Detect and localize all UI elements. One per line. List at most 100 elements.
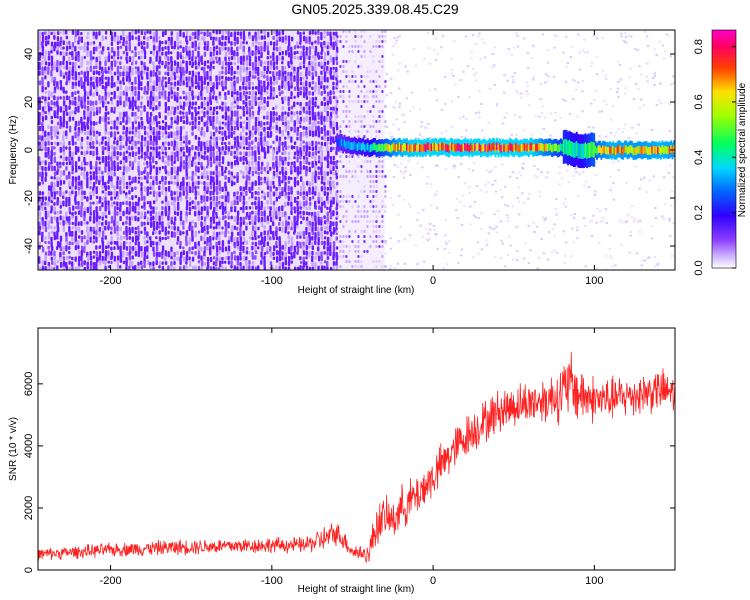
noise-cell	[212, 210, 215, 218]
noise-cell	[332, 155, 335, 161]
noise-cell	[326, 191, 329, 197]
noise-cell	[317, 61, 321, 67]
noise-cell	[357, 85, 360, 88]
noise-cell	[74, 245, 78, 251]
noise-cell	[621, 131, 624, 134]
noise-cell	[98, 141, 102, 147]
noise-cell	[44, 171, 48, 177]
noise-cell	[56, 265, 59, 270]
noise-cell	[332, 56, 335, 63]
noise-cell	[113, 60, 117, 67]
noise-cell	[375, 90, 378, 93]
noise-cell	[302, 191, 306, 196]
noise-cell	[384, 190, 387, 193]
noise-cell	[407, 160, 410, 163]
noise-cell	[80, 121, 84, 126]
noise-cell	[173, 166, 176, 172]
noise-cell	[558, 172, 561, 175]
noise-cell	[227, 106, 230, 112]
noise-cell	[538, 115, 541, 118]
noise-cell	[38, 80, 42, 86]
noise-cell	[50, 130, 53, 136]
noise-cell	[53, 141, 57, 145]
noise-cell	[378, 245, 381, 248]
noise-cell	[101, 50, 104, 55]
noise-cell	[116, 245, 120, 250]
noise-cell	[278, 126, 281, 132]
noise-cell	[170, 106, 174, 110]
noise-cell	[125, 155, 128, 163]
page-title: GN05.2025.339.08.45.C29	[291, 1, 459, 17]
noise-cell	[357, 240, 360, 243]
noise-cell	[260, 145, 264, 152]
noise-cell	[332, 61, 335, 66]
noise-cell	[375, 95, 378, 98]
noise-cell	[143, 46, 146, 52]
noise-cell	[71, 56, 74, 61]
noise-cell	[134, 30, 138, 35]
noise-cell	[185, 30, 189, 38]
noise-cell	[101, 80, 104, 85]
noise-cell	[272, 81, 276, 86]
noise-cell	[92, 265, 96, 270]
noise-cell	[194, 165, 198, 173]
noise-cell	[375, 70, 378, 73]
noise-cell	[50, 65, 54, 71]
noise-cell	[402, 176, 406, 179]
noise-cell	[414, 244, 418, 247]
noise-cell	[593, 98, 596, 101]
noise-cell	[642, 176, 646, 179]
noise-cell	[95, 190, 98, 195]
noise-cell	[77, 130, 80, 137]
noise-cell	[53, 261, 57, 267]
noise-cell	[170, 196, 174, 201]
noise-cell	[41, 31, 44, 37]
noise-cell	[412, 48, 416, 51]
noise-cell	[224, 30, 228, 34]
noise-cell	[375, 85, 378, 88]
noise-cell	[645, 191, 648, 194]
noise-cell	[398, 195, 401, 198]
noise-cell	[110, 196, 113, 201]
noise-cell	[176, 96, 179, 103]
noise-cell	[290, 251, 293, 256]
noise-cell	[339, 35, 342, 38]
noise-cell	[149, 100, 153, 106]
noise-cell	[302, 216, 305, 221]
noise-cell	[499, 257, 503, 260]
noise-cell	[260, 171, 263, 175]
noise-cell	[290, 260, 293, 264]
noise-cell	[302, 165, 306, 170]
noise-cell	[239, 230, 242, 238]
noise-cell	[404, 170, 407, 173]
noise-cell	[152, 210, 155, 214]
signal-cell	[395, 144, 398, 152]
noise-cell	[188, 260, 192, 268]
noise-cell	[107, 255, 110, 260]
noise-cell	[670, 83, 673, 86]
noise-cell	[98, 161, 102, 165]
noise-cell	[360, 30, 363, 33]
noise-cell	[224, 106, 228, 112]
noise-cell	[113, 110, 116, 114]
noise-cell	[101, 170, 104, 175]
noise-cell	[206, 190, 209, 195]
noise-cell	[50, 256, 54, 261]
noise-cell	[236, 110, 239, 117]
noise-cell	[317, 111, 320, 117]
noise-cell	[326, 105, 329, 110]
noise-cell	[47, 200, 50, 207]
noise-cell	[212, 40, 215, 46]
noise-cell	[583, 224, 587, 227]
noise-cell	[519, 174, 523, 177]
noise-cell	[71, 71, 74, 77]
noise-cell	[594, 190, 597, 193]
signal-cell	[346, 141, 349, 149]
noise-cell	[200, 171, 204, 176]
noise-cell	[212, 256, 216, 260]
noise-cell	[541, 33, 545, 36]
noise-cell	[206, 160, 210, 166]
noise-cell	[375, 235, 378, 238]
noise-cell	[317, 265, 320, 270]
noise-cell	[468, 95, 471, 98]
